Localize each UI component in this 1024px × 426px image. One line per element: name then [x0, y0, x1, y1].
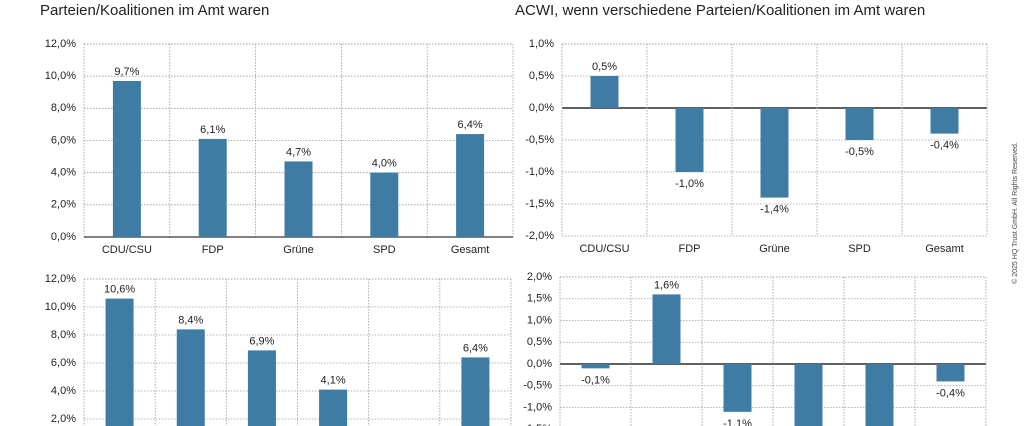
y-tick-label: -1,0%	[523, 401, 552, 413]
y-tick-label: -0,5%	[525, 134, 554, 146]
y-tick-label: 0,0%	[51, 231, 76, 243]
bar	[845, 108, 874, 140]
y-tick-label: 10,0%	[45, 70, 76, 82]
bar	[105, 298, 134, 426]
y-tick-label: 0,5%	[529, 70, 554, 82]
bar	[675, 108, 704, 172]
y-tick-label: 2,0%	[51, 413, 76, 425]
y-tick-label: 4,0%	[51, 385, 76, 397]
bar	[112, 80, 141, 237]
value-label: 8,4%	[178, 314, 203, 326]
y-tick-label: -1,5%	[523, 423, 552, 426]
value-label: -0,4%	[930, 140, 959, 152]
chart-title: Parteien/Koalitionen im Amt waren	[40, 2, 269, 19]
y-tick-label: -1,0%	[525, 166, 554, 178]
bar	[456, 134, 485, 237]
bar	[865, 364, 894, 426]
x-tick-label: Gesamt	[925, 243, 964, 255]
value-label: -0,1%	[581, 374, 610, 386]
copyright: © 2025 HQ Trust GmbH. All Rights Reserve…	[1011, 142, 1019, 284]
x-tick-label: Gesamt	[451, 244, 490, 256]
x-tick-label: Grüne	[759, 243, 790, 255]
value-label: 6,4%	[463, 342, 488, 354]
y-tick-label: -1,5%	[525, 198, 554, 210]
bar	[198, 138, 227, 237]
value-label: 9,7%	[114, 66, 139, 78]
bar	[652, 294, 681, 364]
y-tick-label: 6,0%	[51, 134, 76, 146]
y-tick-label: 6,0%	[51, 357, 76, 369]
value-label: 10,6%	[104, 284, 135, 296]
y-tick-label: 1,0%	[527, 314, 552, 326]
value-label: -0,5%	[845, 146, 874, 158]
bar	[370, 172, 399, 237]
bar	[590, 76, 619, 108]
value-label: 4,0%	[372, 158, 397, 170]
value-label: -1,4%	[760, 204, 789, 216]
bar	[723, 364, 752, 412]
bar	[936, 364, 965, 382]
y-tick-label: 1,5%	[527, 293, 552, 305]
bar	[284, 161, 313, 237]
value-label: 4,7%	[286, 146, 311, 158]
x-tick-label: Grüne	[283, 244, 314, 256]
value-label: 6,1%	[200, 124, 225, 136]
bar	[176, 329, 205, 426]
bar	[930, 108, 959, 134]
chart-title: ACWI, wenn verschiedene Parteien/Koaliti…	[515, 2, 925, 19]
x-tick-label: SPD	[373, 244, 396, 256]
x-tick-label: SPD	[848, 243, 871, 255]
bar	[794, 364, 823, 426]
y-tick-label: 8,0%	[51, 329, 76, 341]
bar	[581, 364, 610, 369]
value-label: -1,0%	[675, 178, 704, 190]
x-tick-label: FDP	[679, 243, 701, 255]
bar	[760, 108, 789, 198]
y-tick-label: 12,0%	[45, 273, 76, 285]
y-tick-label: 0,5%	[527, 336, 552, 348]
y-tick-label: 10,0%	[45, 301, 76, 313]
bar	[461, 357, 490, 426]
value-label: 6,9%	[249, 335, 274, 347]
value-label: 6,4%	[458, 119, 483, 131]
y-tick-label: -2,0%	[525, 230, 554, 242]
value-label: 0,5%	[592, 61, 617, 73]
y-tick-label: 2,0%	[527, 271, 552, 283]
y-tick-label: 8,0%	[51, 102, 76, 114]
value-label: 1,6%	[654, 279, 679, 291]
y-tick-label: 2,0%	[51, 199, 76, 211]
y-tick-label: -0,5%	[523, 380, 552, 392]
value-label: -0,4%	[936, 387, 965, 399]
y-tick-label: 4,0%	[51, 167, 76, 179]
bar	[319, 389, 348, 426]
y-tick-label: 0,0%	[527, 358, 552, 370]
x-tick-label: CDU/CSU	[102, 244, 152, 256]
y-tick-label: 1,0%	[529, 38, 554, 50]
y-tick-label: 0,0%	[529, 102, 554, 114]
x-tick-label: FDP	[202, 244, 224, 256]
bar	[247, 350, 276, 426]
y-tick-label: 12,0%	[45, 38, 76, 50]
x-tick-label: CDU/CSU	[579, 243, 629, 255]
value-label: 4,1%	[321, 375, 346, 387]
value-label: -1,1%	[723, 418, 752, 426]
